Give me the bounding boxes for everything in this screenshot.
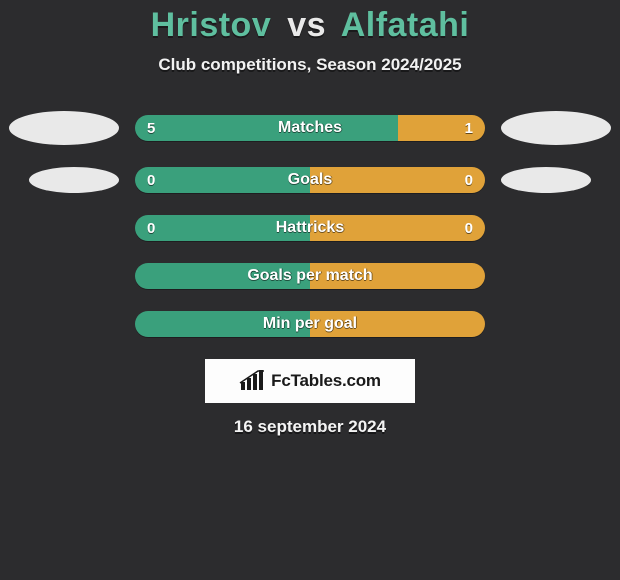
player2-badge: [501, 167, 591, 193]
stat-row-matches: 51Matches: [0, 111, 620, 145]
stat-row-hattricks: 00Hattricks: [0, 215, 620, 241]
bar-right-fill: [398, 115, 486, 141]
bar-left-fill: [135, 263, 310, 289]
date-label: 16 september 2024: [0, 417, 620, 437]
bar-left-fill: [135, 311, 310, 337]
source-logo: FcTables.com: [205, 359, 415, 403]
page-title: Hristov vs Alfatahi: [0, 6, 620, 45]
stat-row-goals_per_match: Goals per match: [0, 263, 620, 289]
stat-row-min_per_goal: Min per goal: [0, 311, 620, 337]
title-vs: vs: [287, 6, 326, 44]
bar-left-fill: [135, 115, 398, 141]
stat-bar-goals_per_match: Goals per match: [135, 263, 485, 289]
bar-left-fill: [135, 167, 310, 193]
stat-bar-hattricks: 00Hattricks: [135, 215, 485, 241]
player1-badge: [29, 167, 119, 193]
comparison-card: Hristov vs Alfatahi Club competitions, S…: [0, 0, 620, 437]
bar-right-fill: [310, 311, 485, 337]
stat-rows: 51Matches 00Goals 00Hattricks Goals per mat…: [0, 111, 620, 337]
subtitle: Club competitions, Season 2024/2025: [0, 55, 620, 75]
stat-bar-min_per_goal: Min per goal: [135, 311, 485, 337]
title-player2: Alfatahi: [341, 6, 470, 44]
bar-right-fill: [310, 263, 485, 289]
title-player1: Hristov: [151, 6, 272, 44]
stat-row-goals: 00Goals: [0, 167, 620, 193]
bar-right-fill: [310, 167, 485, 193]
stat-bar-matches: 51Matches: [135, 115, 485, 141]
bar-left-fill: [135, 215, 310, 241]
bar-right-fill: [310, 215, 485, 241]
player2-badge: [501, 111, 611, 145]
stat-bar-goals: 00Goals: [135, 167, 485, 193]
player1-badge: [9, 111, 119, 145]
bar-chart-icon: [239, 370, 267, 392]
logo-text: FcTables.com: [271, 371, 381, 391]
